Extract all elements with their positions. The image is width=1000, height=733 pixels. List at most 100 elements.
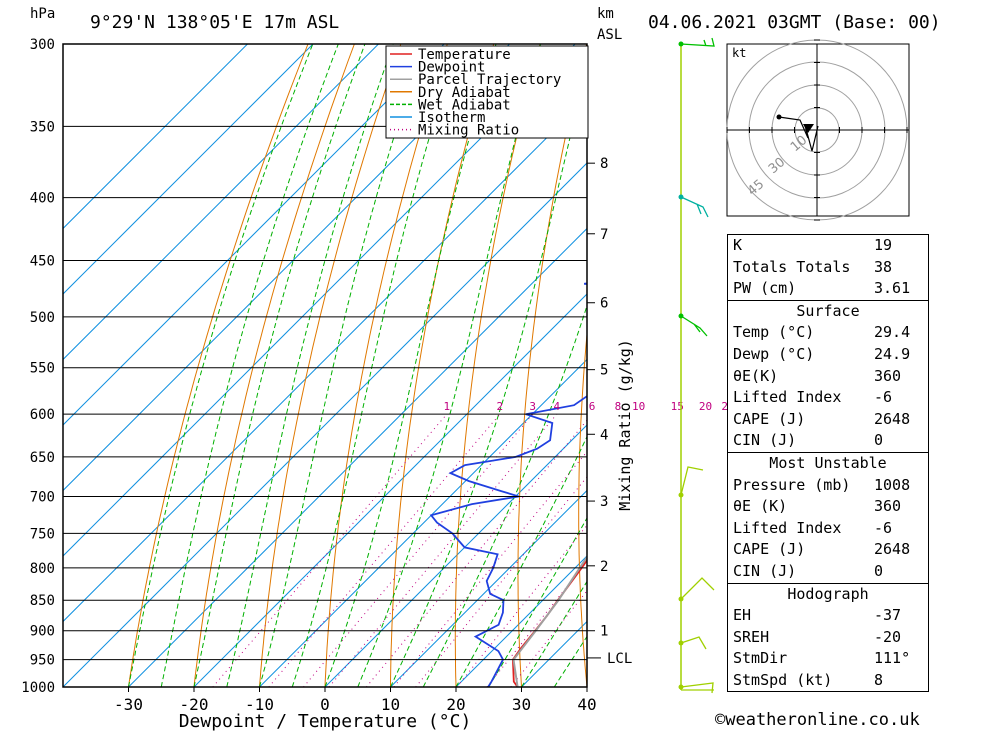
isotherm-line: [63, 162, 587, 687]
pressure-tick-label: 500: [30, 310, 55, 326]
pressure-tick-label: 950: [30, 653, 55, 669]
x-axis-label: Dewpoint / Temperature (°C): [179, 711, 472, 732]
hodo-row: SREH -20: [733, 627, 902, 646]
chart-title: 9°29'N 138°05'E 17m ASL: [90, 12, 340, 33]
pressure-tick-label: 850: [30, 593, 55, 609]
wet-adiabat-line: [422, 304, 587, 687]
hodo-row: EH -37: [733, 606, 902, 625]
mixing-ratio-value: 3: [529, 400, 536, 413]
legend-label: Mixing Ratio: [418, 123, 519, 139]
datetime-label: 04.06.2021 03GMT (Base: 00): [648, 12, 941, 33]
mixing-ratio-value: 8: [615, 400, 622, 413]
isotherm-line: [259, 358, 587, 687]
index-row: PW (cm) 3.61: [733, 279, 911, 298]
x-tick-label: 40: [577, 695, 596, 714]
height-tick-label: 5: [600, 363, 608, 379]
isotherm-line: [63, 96, 587, 623]
legend-label: Dry Adiabat: [418, 85, 511, 101]
wind-barb: [680, 37, 715, 47]
pressure-tick-label: 700: [30, 490, 55, 506]
mu-row: Pressure (mb) 1008: [733, 475, 911, 494]
pressure-unit-label: hPa: [30, 6, 56, 22]
pressure-tick-label: 450: [30, 254, 55, 270]
hodo-row: StmDir 111°: [733, 649, 911, 668]
wind-level-dot: [678, 41, 684, 47]
x-tick-label: 30: [512, 695, 531, 714]
isotherm-line: [193, 293, 587, 687]
x-tick-label: 0: [320, 695, 330, 714]
series-line: [429, 282, 587, 687]
hodo-row: StmSpd (kt) 8: [733, 670, 884, 689]
wet-adiabat-line: [291, 44, 459, 687]
mu-row: CIN (J) 0: [733, 561, 884, 580]
pressure-tick-label: 400: [30, 191, 55, 207]
wind-level-dot: [678, 194, 684, 200]
isotherm-line: [455, 555, 587, 687]
mixing-ratio-value: 2: [497, 400, 504, 413]
mixing-ratio-value: 6: [589, 400, 596, 413]
mixing-ratio-line: [366, 419, 587, 687]
isotherm-line: [63, 44, 248, 230]
most-unstable-title: Most Unstable: [728, 451, 928, 475]
mixing-ratio-value: 4: [553, 400, 560, 413]
pressure-tick-label: 900: [30, 624, 55, 640]
isotherm-line: [128, 227, 587, 687]
surface-row: θE(K) 360: [733, 366, 902, 385]
mixing-ratio-line: [212, 413, 448, 687]
height-unit-sublabel: ASL: [597, 27, 623, 43]
height-tick-label: 4: [600, 427, 608, 443]
pressure-tick-label: 550: [30, 361, 55, 377]
credit-text: ©weatheronline.co.uk: [715, 710, 920, 730]
wind-level-dot: [678, 684, 684, 690]
wind-level-dot: [678, 492, 684, 498]
wet-adiabat-line: [488, 517, 587, 687]
mixing-ratio-value: 10: [632, 400, 645, 413]
pressure-tick-label: 1000: [21, 680, 55, 696]
isotherm-line: [63, 44, 379, 361]
wind-barb: [680, 636, 707, 650]
surface-row: CAPE (J) 2648: [733, 409, 911, 428]
index-row: K 19: [733, 236, 893, 254]
wind-barb: [680, 196, 709, 218]
height-tick-label: 6: [600, 296, 608, 312]
mixing-ratio-axis-label: Mixing Ratio (g/kg): [616, 339, 634, 511]
plot-area: [63, 44, 587, 687]
isotherm-line: [63, 44, 510, 492]
wind-level-dot: [678, 596, 684, 602]
storm-motion-marker: [803, 124, 814, 133]
surface-row: Temp (°C) 29.4: [733, 323, 911, 342]
wind-level-dot: [678, 640, 684, 646]
indices-panel: K 19 Totals Totals 38 PW (cm) 3.61 Surface …: [727, 234, 929, 693]
hodograph-start-dot: [776, 114, 782, 120]
wind-barb: [680, 577, 715, 600]
x-tick-label: -30: [114, 695, 143, 714]
height-tick-label: 7: [600, 227, 608, 243]
isotherm-line: [324, 424, 587, 687]
mixing-ratio-value: 1: [444, 400, 451, 413]
height-tick-label: 2: [600, 559, 608, 575]
surface-row: CIN (J) 0: [733, 431, 884, 450]
mixing-ratio-line: [393, 450, 587, 687]
height-tick-label: 1: [600, 624, 608, 640]
wind-barb: [680, 315, 708, 337]
mu-row: θE (K) 360: [733, 497, 902, 516]
mu-row: Lifted Index -6: [733, 518, 893, 537]
isotherm-line: [63, 44, 445, 426]
mu-row: CAPE (J) 2648: [733, 540, 911, 559]
wind-level-dot: [678, 313, 684, 319]
surface-row: Lifted Index -6: [733, 388, 893, 407]
height-tick-label: 3: [600, 494, 608, 510]
wind-barb: [680, 466, 704, 496]
pressure-tick-label: 300: [30, 37, 55, 53]
wind-barb: [680, 682, 714, 694]
pressure-tick-label: 650: [30, 450, 55, 466]
series-line: [512, 555, 587, 687]
hodograph-trace: [778, 116, 819, 152]
isotherm-line: [390, 489, 587, 687]
height-unit-label: km: [597, 6, 614, 22]
pressure-tick-label: 800: [30, 561, 55, 577]
height-tick-label: 8: [600, 156, 608, 172]
pressure-tick-label: 600: [30, 407, 55, 423]
